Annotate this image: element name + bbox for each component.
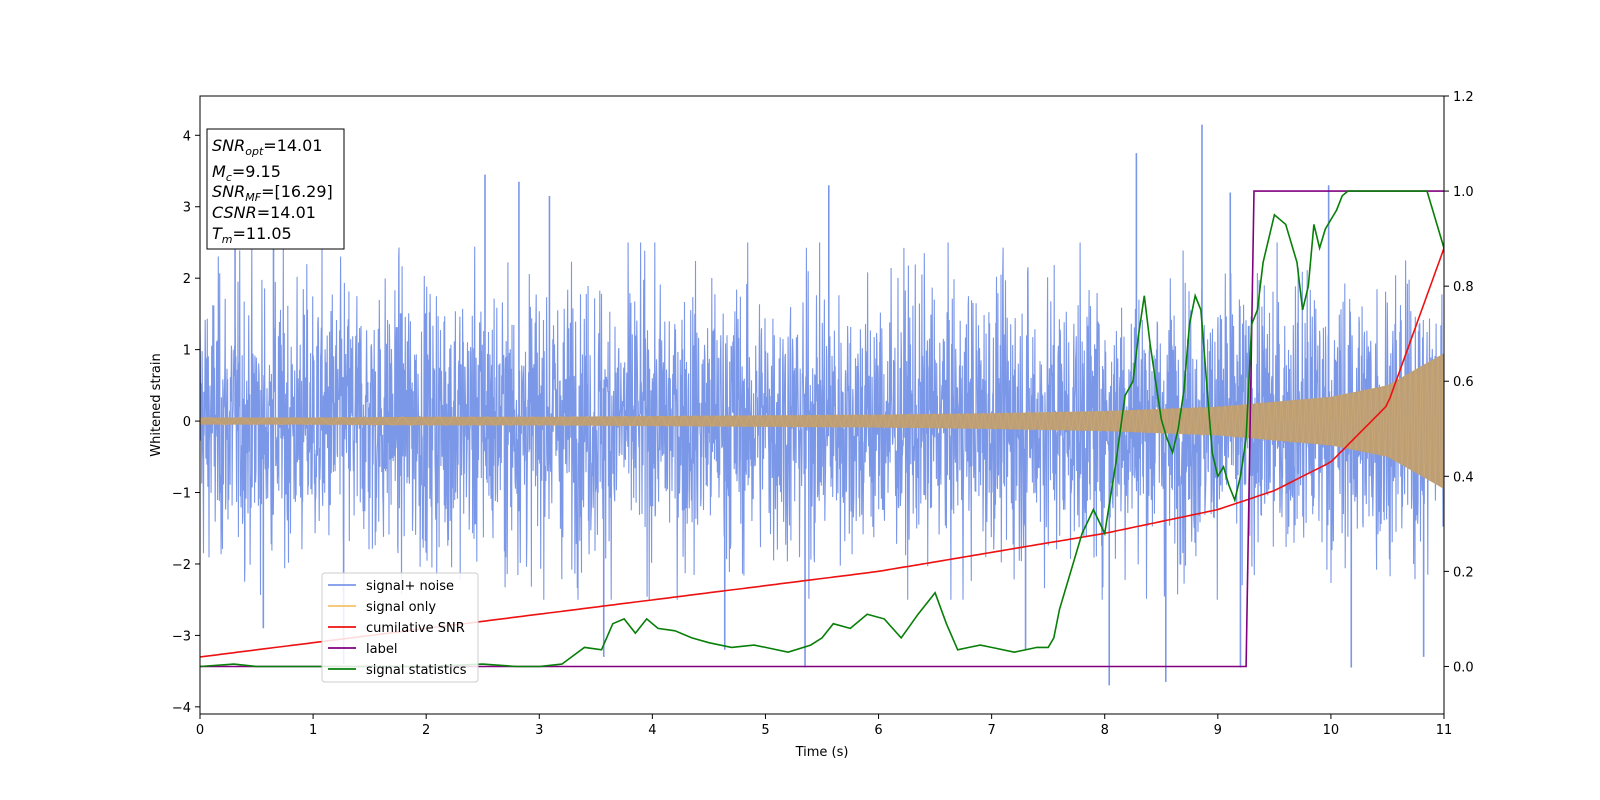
x-tick-label: 4 xyxy=(648,723,656,738)
info-tm: Tm=11.05 xyxy=(212,224,292,246)
x-axis-ticks: 0 1 2 3 4 5 6 7 8 9 10 11 xyxy=(196,714,1452,738)
x-tick-label: 10 xyxy=(1323,723,1340,738)
y2-tick-label: 1.0 xyxy=(1453,185,1474,200)
info-csnr: CSNR=14.01 xyxy=(212,203,316,222)
y-axis-label: Whitened strain xyxy=(149,353,164,456)
y2-tick-label: 0.6 xyxy=(1453,375,1474,390)
y-tick-label: 1 xyxy=(183,344,191,359)
x-tick-label: 9 xyxy=(1214,723,1222,738)
y-tick-label: −3 xyxy=(172,629,191,644)
info-snr-opt: SNRopt=14.01 xyxy=(212,136,323,158)
info-snr-mf: SNRMF=[16.29] xyxy=(212,182,333,204)
y-axis-ticks: −4 −3 −2 −1 0 1 2 3 4 xyxy=(172,129,200,716)
legend-label: cumilative SNR xyxy=(366,621,465,636)
y-tick-label: −4 xyxy=(172,701,191,716)
legend-label: signal statistics xyxy=(366,663,467,678)
y-tick-label: 0 xyxy=(183,415,191,430)
series-signal-statistics-line xyxy=(200,190,1444,668)
y-tick-label: −2 xyxy=(172,558,191,573)
y-tick-label: 3 xyxy=(183,201,191,216)
x-tick-label: 11 xyxy=(1436,723,1453,738)
x-tick-label: 8 xyxy=(1101,723,1109,738)
plot-frame xyxy=(199,95,1445,715)
x-tick-label: 5 xyxy=(761,723,769,738)
series-signal-only-envelope xyxy=(200,353,1444,489)
x-tick-label: 6 xyxy=(874,723,882,738)
y2-tick-label: 0.0 xyxy=(1453,660,1474,675)
legend: signal+ noise signal only cumilative SNR la… xyxy=(321,572,479,683)
y2-tick-label: 1.2 xyxy=(1453,90,1474,105)
y2-axis-ticks: 0.0 0.2 0.4 0.6 0.8 1.0 1.2 xyxy=(1444,90,1474,675)
series-signal-only-line xyxy=(200,353,1444,487)
info-box: SNRopt=14.01 Mc=9.15 SNRMF=[16.29] CSNR=… xyxy=(206,128,345,250)
info-mc: Mc=9.15 xyxy=(212,162,281,184)
legend-label: signal only xyxy=(366,600,436,615)
legend-label: label xyxy=(366,642,397,657)
y-tick-label: 2 xyxy=(183,272,191,287)
y2-tick-label: 0.4 xyxy=(1453,470,1474,485)
y-tick-label: −1 xyxy=(172,487,191,502)
x-axis-label: Time (s) xyxy=(795,745,849,760)
x-tick-label: 2 xyxy=(422,723,430,738)
x-tick-label: 1 xyxy=(309,723,317,738)
legend-label: signal+ noise xyxy=(366,579,454,594)
legend-entries: signal+ noise signal only cumilative SNR la… xyxy=(328,579,467,678)
series-signal-noise-line xyxy=(200,242,1444,600)
y2-tick-label: 0.8 xyxy=(1453,280,1474,295)
x-tick-label: 7 xyxy=(987,723,995,738)
x-tick-label: 0 xyxy=(196,723,204,738)
y-tick-label: 4 xyxy=(183,129,191,144)
y2-tick-label: 0.2 xyxy=(1453,565,1474,580)
legend-box xyxy=(321,572,479,683)
series-layer xyxy=(200,124,1444,686)
x-tick-label: 3 xyxy=(535,723,543,738)
